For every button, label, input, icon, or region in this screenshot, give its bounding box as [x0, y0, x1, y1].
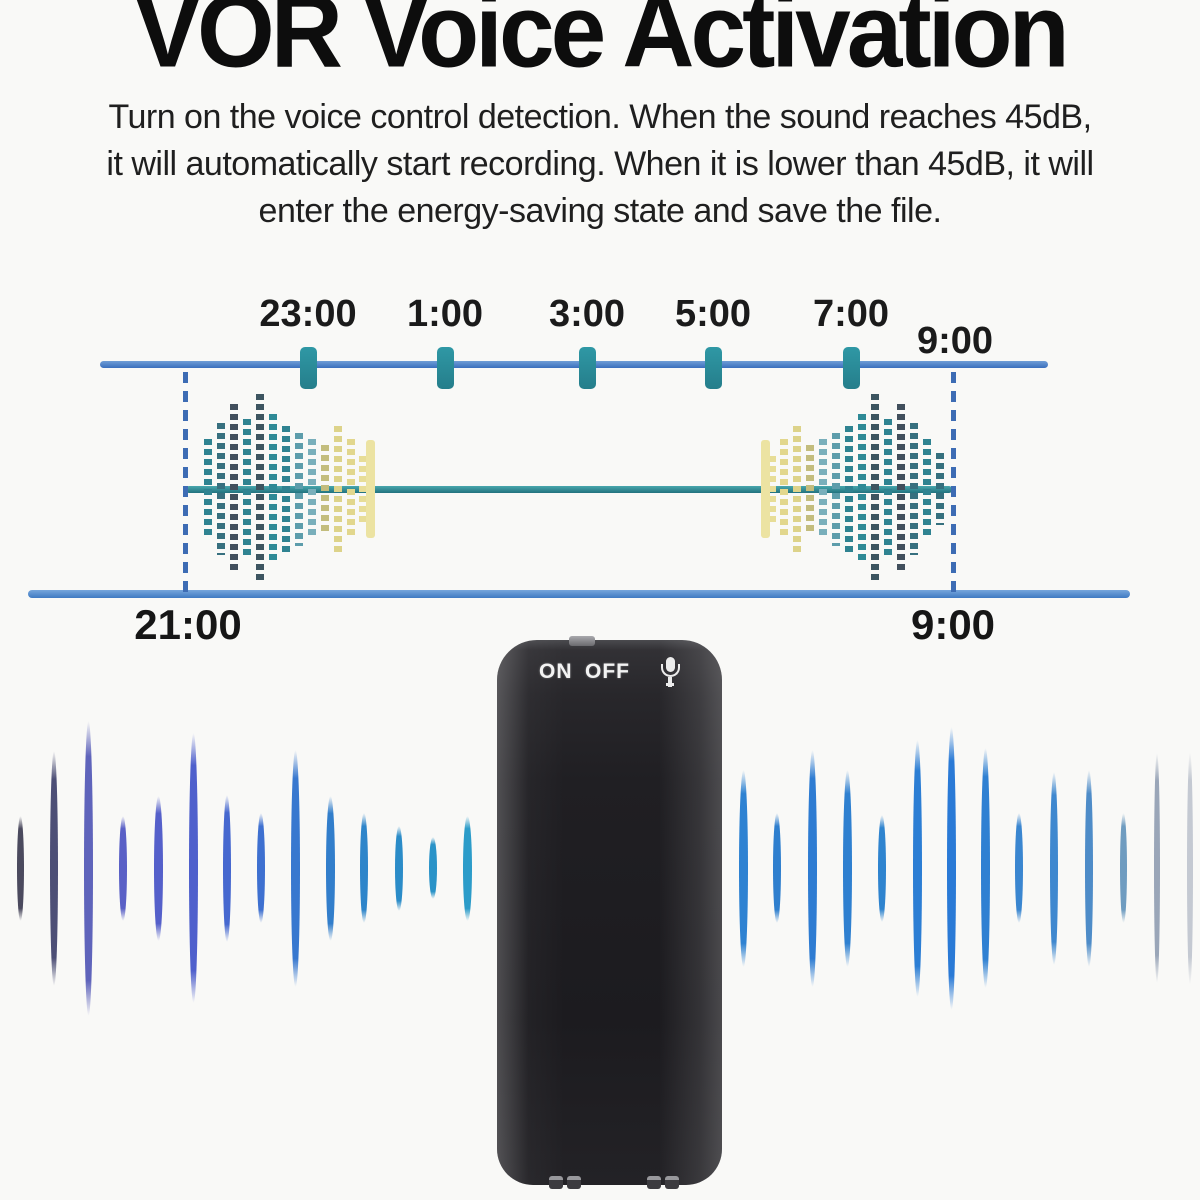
waveform-dotted-column — [858, 414, 866, 564]
timeline-end-label: 9:00 — [916, 320, 994, 362]
sound-wave-bar — [257, 813, 265, 923]
description-line: it will automatically start recording. W… — [106, 145, 1094, 183]
bottom-axis-label: 9:00 — [910, 601, 996, 648]
sound-wave-bar — [395, 825, 403, 911]
top-timeline-axis — [100, 361, 1048, 368]
timeline-tick — [843, 347, 860, 389]
bottom-clip — [665, 1176, 679, 1189]
sound-wave-bar — [16, 815, 24, 921]
waveform-dotted-column — [243, 419, 251, 559]
waveform-dotted-column — [204, 439, 212, 539]
sound-wave-bar — [360, 813, 368, 923]
sound-wave-bar — [878, 814, 886, 922]
sound-wave-bar — [188, 733, 198, 1003]
sound-wave-bar — [842, 769, 852, 967]
waveform-dotted-column — [871, 394, 879, 584]
sound-wave-bar — [153, 795, 163, 941]
waveform-dotted-column — [897, 404, 905, 574]
switch-off-label: OFF — [585, 660, 630, 683]
waveform-dotted-column — [936, 453, 944, 525]
waveform-dotted-column — [832, 432, 840, 546]
waveform-dotted-column — [845, 425, 853, 553]
bottom-timeline-axis — [28, 590, 1130, 598]
sound-wave-bar — [119, 815, 127, 921]
waveform-dotted-column — [256, 394, 264, 584]
sound-wave-bar — [1119, 813, 1127, 923]
waveform-dotted-column — [359, 456, 367, 522]
bottom-axis-label: 21:00 — [134, 601, 242, 648]
sound-wave-bar — [1085, 769, 1093, 967]
waveform-dotted-column — [768, 456, 776, 522]
waveform-dotted-column — [793, 425, 801, 553]
sound-wave-bar — [1187, 751, 1193, 985]
waveform-dotted-column — [884, 419, 892, 559]
timeline-tick — [705, 347, 722, 389]
period-marker-dashed-line — [951, 372, 956, 592]
sound-wave-bar — [773, 813, 781, 923]
waveform-solid-bar — [760, 440, 770, 538]
sound-wave-bar — [325, 795, 335, 941]
description-line: enter the energy-saving state and save t… — [258, 192, 942, 230]
sound-wave-bar — [223, 794, 231, 942]
sound-wave-bar — [807, 749, 817, 987]
sound-wave-bar — [912, 739, 922, 997]
sound-wave-bar — [50, 750, 58, 986]
waveform-dotted-column — [819, 439, 827, 539]
waveform-dotted-column — [321, 445, 329, 533]
bottom-clip — [549, 1176, 563, 1189]
waveform-solid-bar — [365, 440, 375, 538]
timeline-tick-label: 1:00 — [406, 293, 484, 335]
bottom-clip — [647, 1176, 661, 1189]
microphone-icon — [661, 657, 680, 682]
waveform-dotted-column — [295, 432, 303, 546]
waveform-dotted-column — [308, 439, 316, 539]
sound-wave-bar — [83, 720, 93, 1016]
waveform-dotted-column — [230, 404, 238, 574]
bottom-clip — [567, 1176, 581, 1189]
waveform-dotted-column — [806, 445, 814, 533]
waveform-dotted-column — [269, 414, 277, 564]
timeline-tick-label: 7:00 — [812, 293, 890, 335]
sound-wave-bar — [462, 815, 472, 921]
page-title: VOR Voice Activation — [134, 0, 1069, 90]
timeline-tick — [300, 347, 317, 389]
timeline-tick-label: 23:00 — [259, 293, 357, 335]
sound-wave-bar — [1050, 771, 1058, 965]
waveform-dotted-column — [923, 439, 931, 539]
timeline-tick — [437, 347, 454, 389]
waveform-dotted-column — [347, 439, 355, 539]
period-marker-dashed-line — [183, 372, 188, 592]
power-switch — [569, 636, 595, 646]
voice-recorder-device: ON OFF — [497, 636, 722, 1189]
sound-wave-bar — [1015, 813, 1023, 923]
sound-wave-bar — [946, 726, 956, 1010]
sound-wave-bar — [429, 837, 437, 899]
waveform-dotted-column — [910, 423, 918, 555]
waveform-dotted-column — [217, 423, 225, 555]
waveform-dotted-column — [282, 425, 290, 553]
switch-on-label: ON — [539, 660, 573, 683]
waveform-dotted-column — [334, 425, 342, 553]
idle-period-line — [186, 486, 952, 493]
waveform-dotted-column — [780, 439, 788, 539]
timeline-tick-label: 5:00 — [674, 293, 752, 335]
timeline-tick-label: 3:00 — [548, 293, 626, 335]
timeline-tick — [579, 347, 596, 389]
description-text: Turn on the voice control detection. Whe… — [0, 94, 1200, 235]
sound-wave-bar — [1154, 753, 1160, 983]
sound-wave-bar — [980, 748, 990, 988]
sound-wave-bar — [738, 769, 748, 967]
sound-wave-bar — [290, 749, 300, 987]
description-line: Turn on the voice control detection. Whe… — [108, 98, 1092, 136]
